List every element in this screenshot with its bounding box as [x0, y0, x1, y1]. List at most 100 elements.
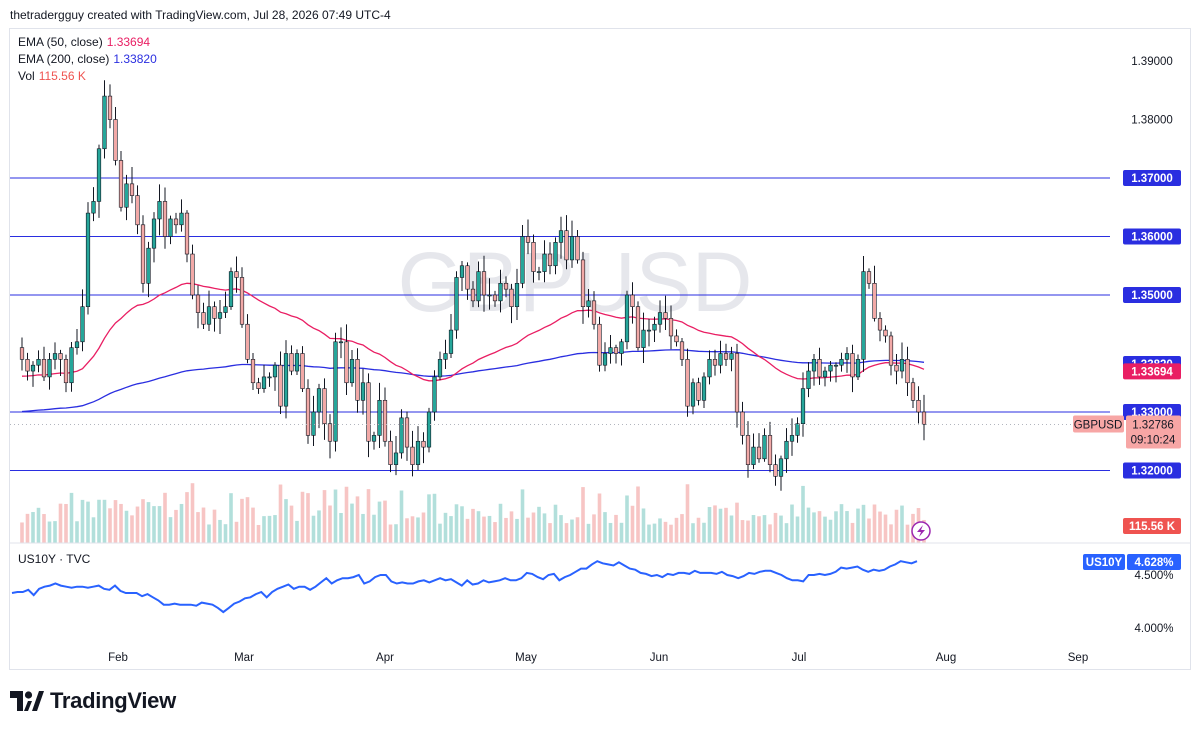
candle[interactable]: [294, 349, 300, 375]
candle[interactable]: [25, 352, 30, 381]
candle[interactable]: [822, 366, 828, 387]
candle[interactable]: [316, 383, 322, 429]
candle[interactable]: [547, 242, 553, 275]
candle[interactable]: [888, 331, 894, 376]
candle[interactable]: [91, 187, 96, 222]
candle[interactable]: [740, 401, 745, 445]
candle[interactable]: [657, 300, 663, 333]
candle[interactable]: [377, 382, 382, 448]
candle[interactable]: [624, 290, 630, 350]
legend-ema200[interactable]: EMA (200, close) 1.33820: [18, 52, 157, 66]
candle[interactable]: [476, 261, 481, 308]
candle[interactable]: [217, 299, 223, 335]
candle[interactable]: [844, 347, 850, 373]
candle[interactable]: [564, 215, 569, 270]
candle[interactable]: [674, 329, 679, 347]
candle[interactable]: [921, 394, 927, 441]
ema50-line[interactable]: [21, 282, 925, 382]
candle[interactable]: [404, 411, 410, 461]
price-tag[interactable]: [1126, 415, 1181, 449]
candle[interactable]: [311, 395, 316, 447]
candle[interactable]: [85, 202, 91, 315]
candle[interactable]: [514, 268, 520, 320]
level-tag[interactable]: [1123, 228, 1181, 245]
candle[interactable]: [19, 337, 25, 371]
candle[interactable]: [470, 281, 476, 308]
candle[interactable]: [696, 377, 701, 406]
candle[interactable]: [410, 430, 415, 477]
candle[interactable]: [800, 372, 806, 437]
candle[interactable]: [602, 342, 608, 372]
sub-pane-legend[interactable]: US10Y · TVC: [18, 552, 90, 566]
candle[interactable]: [146, 241, 151, 298]
candle[interactable]: [173, 212, 179, 234]
candle[interactable]: [679, 338, 685, 367]
candle[interactable]: [569, 220, 575, 268]
candle[interactable]: [140, 215, 146, 293]
candle[interactable]: [344, 324, 349, 395]
candle[interactable]: [591, 291, 597, 330]
candle[interactable]: [668, 305, 674, 350]
candle[interactable]: [580, 251, 586, 324]
candle[interactable]: [734, 343, 740, 428]
candle[interactable]: [58, 349, 63, 377]
candle[interactable]: [327, 414, 333, 459]
candle[interactable]: [382, 387, 388, 447]
candle[interactable]: [223, 291, 228, 318]
candle[interactable]: [206, 290, 212, 332]
candle[interactable]: [751, 433, 756, 470]
candle[interactable]: [465, 262, 470, 300]
candle[interactable]: [503, 276, 509, 298]
candle[interactable]: [157, 184, 162, 236]
candle[interactable]: [586, 288, 591, 318]
candle[interactable]: [850, 344, 855, 393]
candle[interactable]: [811, 353, 817, 386]
candle[interactable]: [916, 386, 921, 424]
lightning-icon[interactable]: [911, 521, 931, 541]
candle[interactable]: [773, 454, 778, 486]
candle[interactable]: [817, 347, 822, 385]
candle[interactable]: [338, 327, 344, 359]
candle[interactable]: [250, 353, 256, 391]
candle[interactable]: [729, 346, 734, 372]
symbol-tag[interactable]: [1073, 415, 1124, 433]
legend-ema50[interactable]: EMA (50, close) 1.33694: [18, 35, 150, 49]
candle[interactable]: [509, 283, 514, 324]
candle[interactable]: [349, 349, 355, 387]
candle[interactable]: [828, 360, 833, 382]
candle[interactable]: [239, 267, 245, 328]
candle[interactable]: [866, 268, 872, 289]
candle[interactable]: [685, 348, 690, 417]
candle[interactable]: [833, 362, 839, 383]
candle[interactable]: [707, 350, 712, 385]
candle[interactable]: [553, 237, 558, 275]
candle[interactable]: [762, 428, 767, 462]
candle[interactable]: [355, 348, 360, 413]
candle[interactable]: [256, 377, 261, 394]
candle[interactable]: [179, 199, 184, 232]
candle[interactable]: [487, 278, 492, 310]
candle[interactable]: [641, 312, 646, 363]
candle[interactable]: [102, 80, 107, 159]
candle[interactable]: [883, 325, 888, 343]
candle[interactable]: [872, 265, 877, 322]
candle[interactable]: [690, 378, 696, 415]
candle[interactable]: [448, 314, 454, 358]
candle[interactable]: [388, 430, 393, 473]
candle[interactable]: [443, 339, 448, 369]
candle[interactable]: [300, 346, 305, 392]
us10y-value-tag[interactable]: [1127, 554, 1181, 570]
candle[interactable]: [135, 185, 140, 235]
candle[interactable]: [278, 351, 283, 415]
candle[interactable]: [789, 418, 795, 456]
candle[interactable]: [525, 219, 531, 255]
candle[interactable]: [80, 289, 85, 352]
candle[interactable]: [795, 417, 800, 443]
candle[interactable]: [663, 295, 668, 331]
ema50-tag[interactable]: [1123, 363, 1181, 380]
candle[interactable]: [712, 349, 718, 376]
candle[interactable]: [905, 346, 910, 396]
candle[interactable]: [899, 342, 905, 379]
candle[interactable]: [360, 368, 366, 415]
ema200-line[interactable]: [21, 349, 925, 413]
